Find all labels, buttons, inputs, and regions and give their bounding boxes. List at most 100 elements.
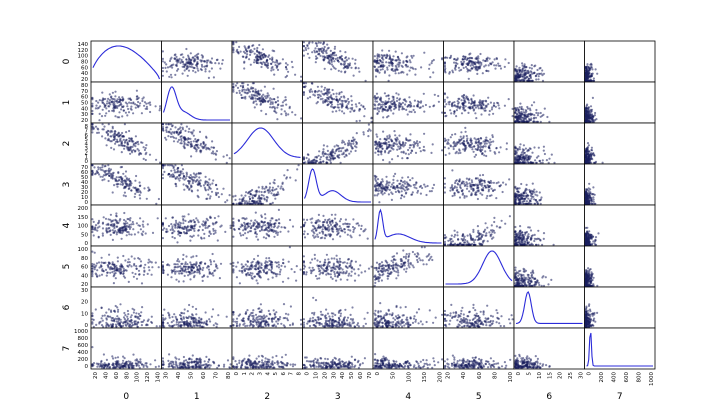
- point: [472, 94, 475, 97]
- point: [161, 70, 164, 73]
- point: [125, 178, 128, 181]
- point: [376, 184, 379, 187]
- point: [97, 128, 100, 131]
- point: [130, 105, 133, 108]
- point: [91, 105, 94, 108]
- point: [505, 148, 508, 151]
- point: [517, 109, 521, 112]
- point: [448, 72, 451, 75]
- point: [207, 59, 210, 62]
- point: [460, 62, 463, 66]
- point: [410, 193, 414, 196]
- point: [243, 61, 246, 64]
- point: [592, 79, 595, 82]
- point: [251, 200, 254, 203]
- point: [224, 201, 227, 204]
- point: [226, 199, 229, 202]
- point: [467, 101, 471, 104]
- point: [493, 58, 496, 61]
- point: [353, 138, 356, 141]
- point: [244, 232, 247, 235]
- point: [175, 55, 178, 59]
- point: [210, 190, 214, 193]
- point: [193, 225, 196, 228]
- point: [159, 105, 162, 108]
- point: [249, 197, 252, 200]
- point: [232, 202, 235, 205]
- point: [255, 201, 258, 204]
- point: [224, 230, 227, 233]
- point: [110, 100, 113, 103]
- point: [134, 145, 137, 148]
- point: [492, 140, 495, 143]
- point: [543, 107, 546, 110]
- cell-3-4: [372, 163, 444, 206]
- point: [250, 202, 254, 205]
- point: [459, 142, 462, 145]
- point: [394, 190, 397, 193]
- point: [91, 102, 94, 105]
- point: [591, 68, 594, 71]
- point: [388, 161, 391, 164]
- point: [141, 97, 144, 100]
- point: [482, 99, 485, 103]
- point: [106, 100, 109, 103]
- point: [375, 180, 378, 183]
- cell-frame: [161, 122, 233, 165]
- point: [210, 152, 213, 155]
- point: [463, 58, 466, 61]
- point: [409, 66, 412, 69]
- point: [200, 60, 203, 63]
- point: [104, 104, 107, 107]
- point: [322, 160, 325, 163]
- point: [174, 58, 177, 61]
- point: [134, 135, 137, 138]
- point: [192, 234, 195, 237]
- point: [127, 111, 131, 114]
- point: [539, 111, 542, 115]
- point: [431, 187, 434, 190]
- point: [159, 161, 162, 164]
- point: [539, 202, 542, 205]
- point: [330, 68, 333, 71]
- point: [387, 140, 390, 144]
- point: [307, 158, 311, 161]
- point: [206, 197, 209, 200]
- point: [462, 136, 465, 139]
- point: [523, 74, 526, 77]
- point: [99, 166, 102, 169]
- point: [396, 63, 399, 66]
- point: [405, 100, 408, 103]
- point: [350, 145, 353, 149]
- point: [409, 179, 412, 182]
- point: [120, 144, 124, 147]
- point: [190, 145, 193, 148]
- point: [592, 77, 596, 80]
- point: [474, 177, 477, 180]
- point: [379, 150, 382, 153]
- point: [94, 226, 97, 229]
- point: [115, 212, 118, 215]
- point: [484, 104, 487, 107]
- point: [425, 193, 428, 197]
- point: [362, 133, 365, 136]
- point: [344, 51, 347, 54]
- point: [326, 100, 329, 103]
- point: [97, 236, 100, 239]
- point: [114, 130, 117, 133]
- point: [520, 197, 523, 200]
- point: [265, 185, 268, 188]
- point: [409, 133, 412, 136]
- point: [253, 106, 256, 109]
- point: [347, 97, 350, 101]
- point: [145, 102, 148, 105]
- point: [535, 156, 539, 159]
- point: [382, 116, 385, 119]
- point: [283, 99, 286, 102]
- point: [311, 82, 314, 85]
- point: [283, 226, 286, 229]
- point: [343, 155, 346, 158]
- point: [309, 88, 313, 91]
- point: [517, 191, 520, 194]
- point: [338, 56, 342, 59]
